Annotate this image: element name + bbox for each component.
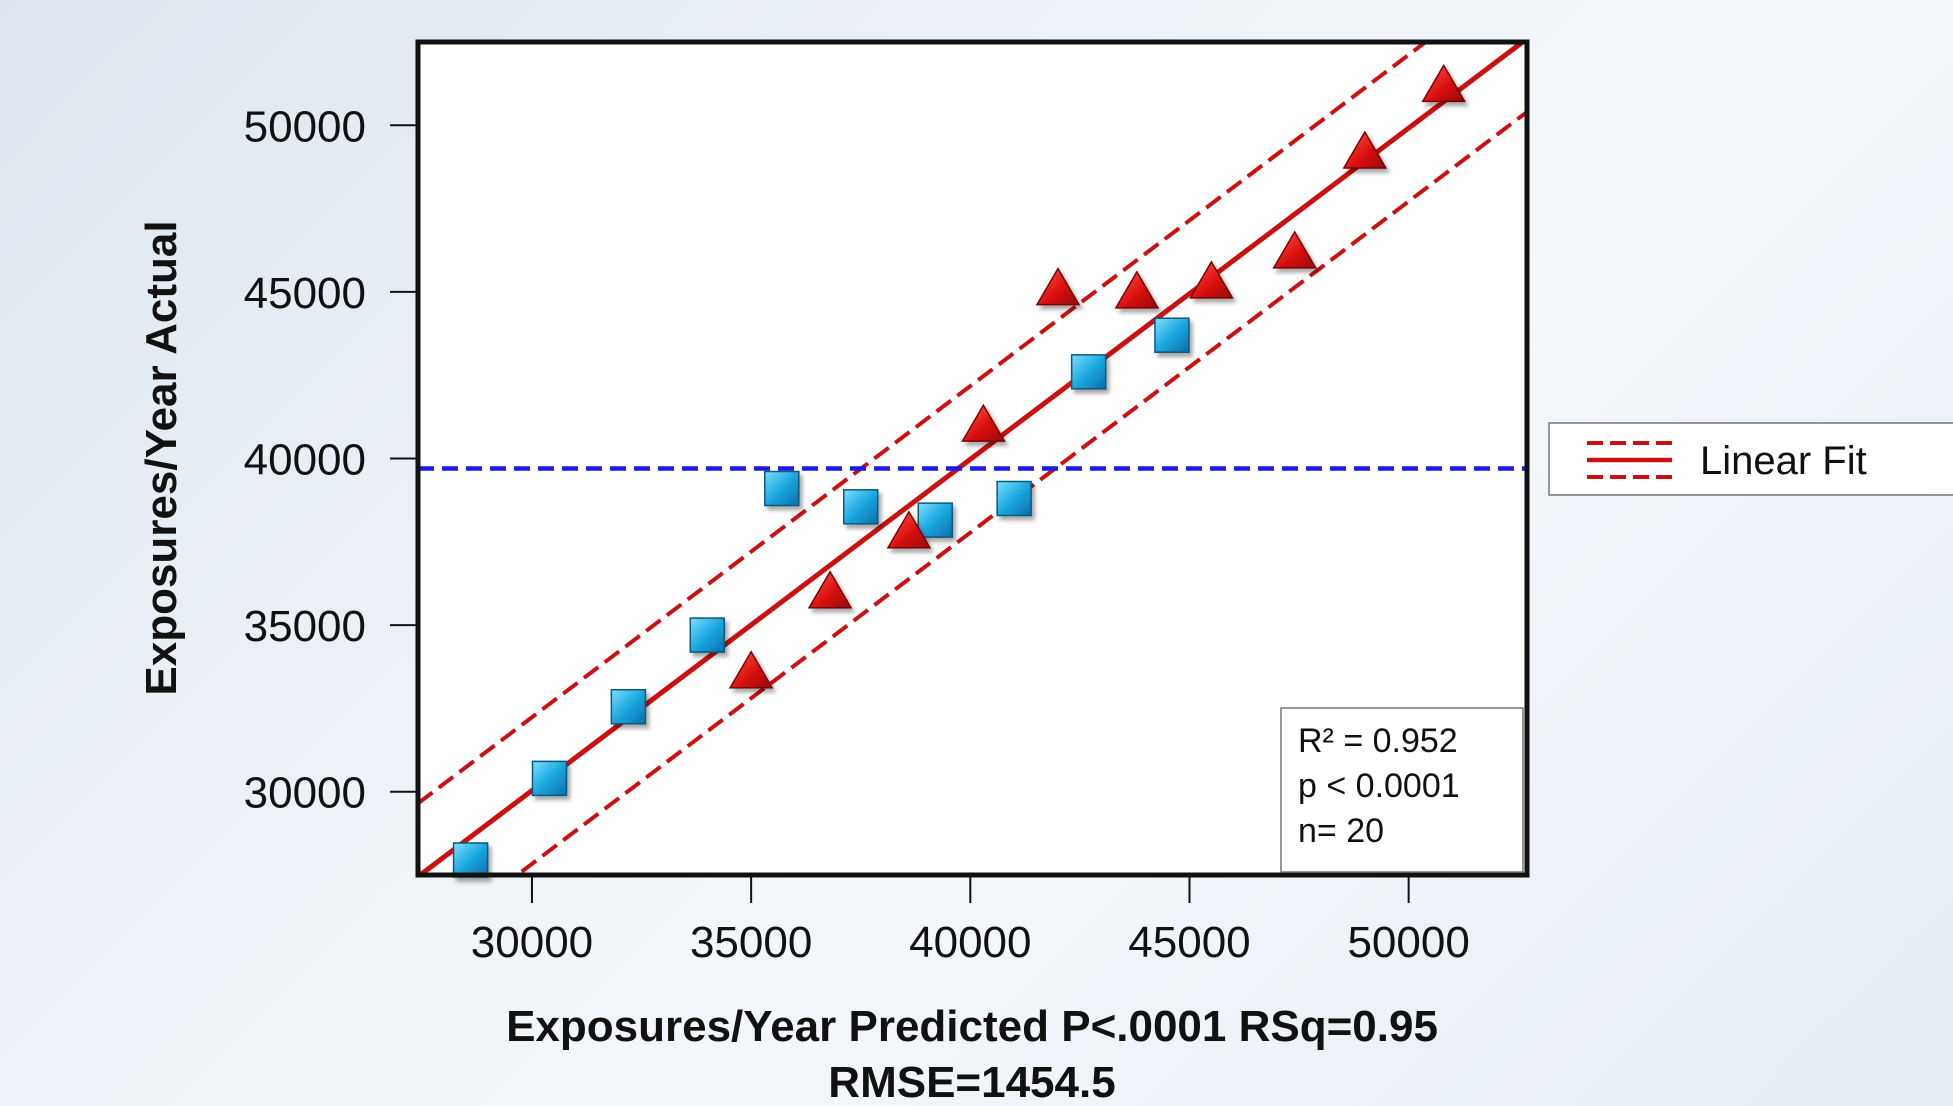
x-axis-title-line2: RMSE=1454.5: [828, 1058, 1115, 1106]
triangle-point: [1342, 130, 1388, 169]
triangle-point: [1421, 63, 1467, 103]
triangle-point: [1035, 267, 1081, 306]
square-point: [917, 502, 953, 538]
square-point: [764, 470, 800, 507]
square-point: [452, 842, 489, 878]
y-tick-label: 30000: [244, 769, 366, 818]
y-tick-label: 35000: [244, 602, 366, 651]
linear-fit-layer: [418, 42, 1527, 875]
data-points: [452, 63, 1467, 878]
y-tick-label: 50000: [244, 102, 366, 151]
square-point: [842, 489, 879, 525]
y-tick-label: 45000: [244, 269, 366, 318]
x-tick-label: 35000: [690, 918, 812, 967]
y-axis-title: Exposures/Year Actual: [137, 220, 186, 695]
fit-upper-ci-line: [418, 42, 1429, 805]
triangle-point: [1189, 260, 1234, 299]
triangle-point: [1272, 230, 1317, 269]
x-tick-label: 50000: [1347, 918, 1469, 967]
legend-label: Linear Fit: [1700, 439, 1867, 483]
stats-r2: R² = 0.952: [1298, 722, 1458, 760]
x-axis-title: Exposures/Year Predicted P<.0001 RSq=0.9…: [506, 1002, 1438, 1051]
y-tick-label: 40000: [244, 436, 366, 485]
legend: Linear Fit: [1548, 422, 1953, 496]
square-point: [1070, 354, 1107, 390]
square-point: [1154, 317, 1190, 353]
square-point: [531, 760, 568, 797]
square-point: [610, 688, 647, 725]
y-axis: 30000 35000 40000 45000 50000: [244, 102, 416, 818]
triangle-point: [886, 510, 932, 549]
square-point: [996, 480, 1032, 517]
plot-frame: [415, 39, 1530, 878]
triangle-point: [1114, 270, 1160, 309]
stats-box: R² = 0.952 p < 0.0001 n= 20: [1280, 707, 1524, 873]
x-tick-label: 45000: [1128, 918, 1250, 967]
triangle-point: [961, 403, 1006, 442]
square-point: [689, 617, 726, 653]
x-tick-label: 40000: [909, 918, 1031, 967]
stats-p: p < 0.0001: [1298, 767, 1460, 805]
fit-line: [418, 42, 1527, 875]
x-tick-label: 30000: [471, 918, 593, 967]
triangle-point: [807, 570, 853, 609]
x-axis: 30000 35000 40000 45000 50000: [471, 877, 1470, 967]
stats-n: n= 20: [1298, 812, 1384, 850]
fit-lower-ci-line: [513, 110, 1527, 875]
triangle-point: [728, 650, 774, 689]
